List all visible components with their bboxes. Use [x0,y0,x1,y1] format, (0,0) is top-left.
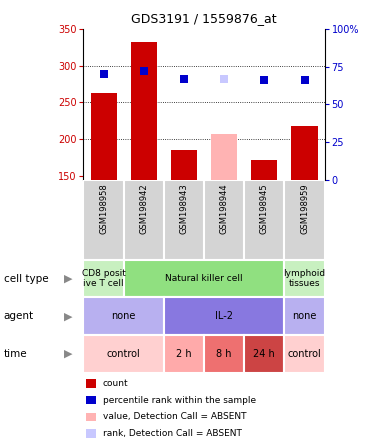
Bar [211,134,237,180]
Text: IL-2: IL-2 [215,311,233,321]
Text: GSM198944: GSM198944 [220,183,229,234]
Text: cell type: cell type [4,274,48,284]
Text: lymphoid
tissues: lymphoid tissues [283,269,326,288]
Bar [124,180,164,260]
Bar [83,180,124,260]
Text: GSM198943: GSM198943 [180,183,188,234]
Text: ▶: ▶ [65,311,73,321]
Bar [86,429,96,438]
Bar [204,335,244,373]
Bar [164,297,285,335]
Bar [244,180,285,260]
Text: agent: agent [4,311,34,321]
Bar [131,42,157,180]
Point [302,77,308,84]
Bar [86,379,96,388]
Text: time: time [4,349,27,359]
Text: none: none [292,311,317,321]
Bar [91,93,116,180]
Text: 8 h: 8 h [216,349,232,359]
Bar [285,297,325,335]
Bar [86,396,96,404]
Text: 24 h: 24 h [253,349,275,359]
Point [141,67,147,75]
Title: GDS3191 / 1559876_at: GDS3191 / 1559876_at [131,12,277,25]
Text: none: none [111,311,136,321]
Bar [204,180,244,260]
Bar [244,335,285,373]
Text: ▶: ▶ [65,274,73,284]
Text: GSM198945: GSM198945 [260,183,269,234]
Bar [83,260,124,297]
Bar [124,260,285,297]
Text: value, Detection Call = ABSENT: value, Detection Call = ABSENT [103,412,246,421]
Bar [83,335,164,373]
Text: GSM198942: GSM198942 [139,183,148,234]
Text: CD8 posit
ive T cell: CD8 posit ive T cell [82,269,125,288]
Text: GSM198959: GSM198959 [300,183,309,234]
Text: Natural killer cell: Natural killer cell [165,274,243,283]
Text: control: control [107,349,141,359]
Bar [285,335,325,373]
Bar [292,126,318,180]
Bar [251,160,278,180]
Bar [164,335,204,373]
Bar [285,260,325,297]
Point [221,75,227,82]
Bar [83,297,164,335]
Point [101,71,106,78]
Text: percentile rank within the sample: percentile rank within the sample [103,396,256,404]
Bar [164,180,204,260]
Text: ▶: ▶ [65,349,73,359]
Text: rank, Detection Call = ABSENT: rank, Detection Call = ABSENT [103,429,242,438]
Text: GSM198958: GSM198958 [99,183,108,234]
Bar [285,180,325,260]
Text: count: count [103,379,128,388]
Point [261,77,267,84]
Point [181,75,187,82]
Bar [86,412,96,421]
Text: 2 h: 2 h [176,349,192,359]
Bar [171,151,197,180]
Text: control: control [288,349,321,359]
